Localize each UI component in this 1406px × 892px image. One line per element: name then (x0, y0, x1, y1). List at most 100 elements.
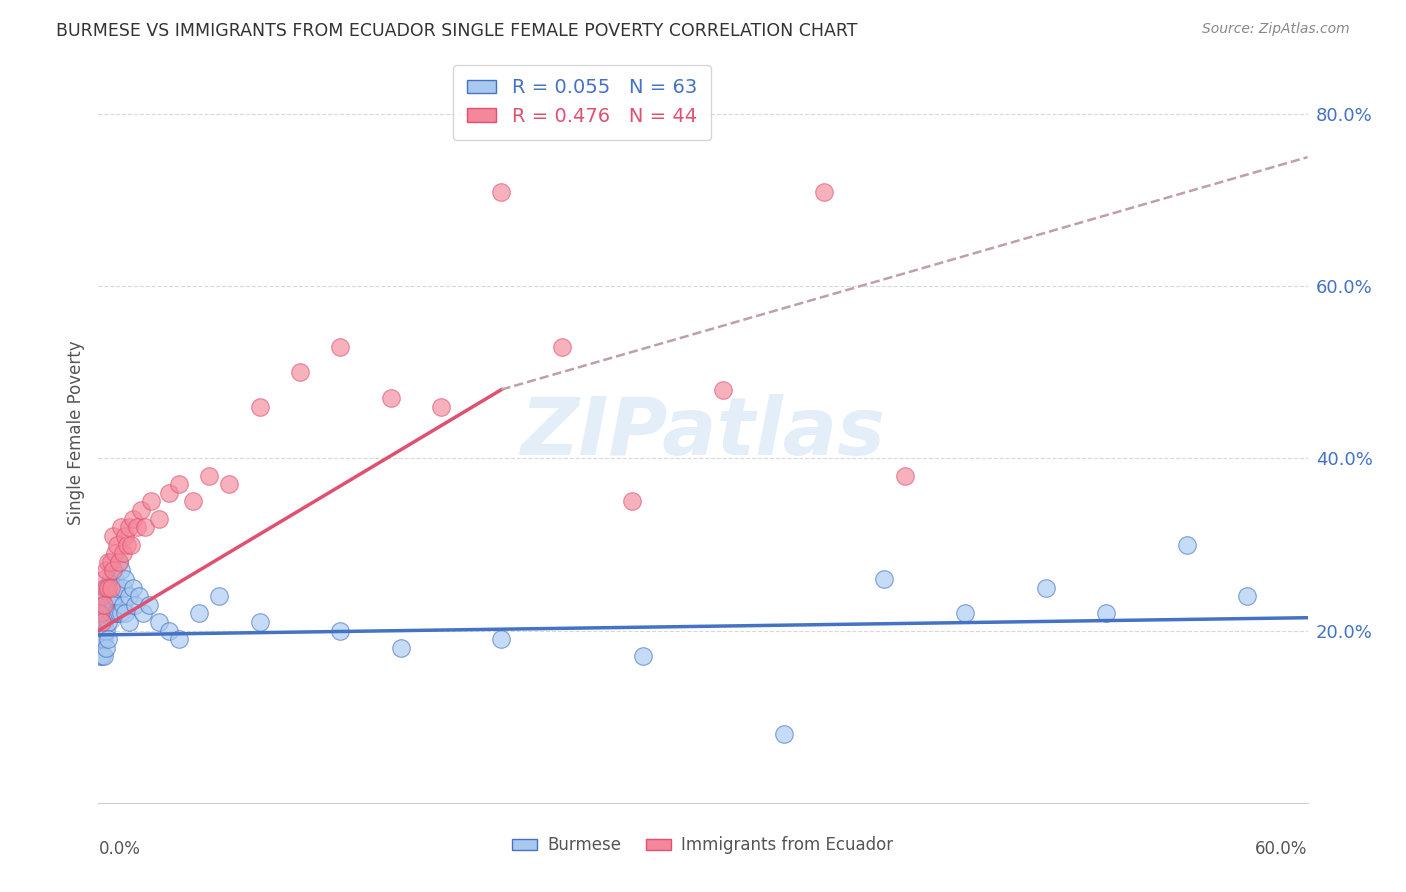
Point (329, 339, 352, 353)
Point (93, 581, 115, 595)
Point (93, 649, 115, 664)
Point (107, 555, 129, 569)
Point (91, 615, 114, 629)
Point (111, 581, 134, 595)
Point (105, 537, 128, 551)
Point (89, 632, 111, 647)
Point (148, 615, 170, 629)
Point (953, 607, 976, 621)
Point (181, 494, 204, 508)
Point (380, 391, 402, 405)
Point (873, 572, 896, 586)
Point (93, 572, 115, 586)
Point (96, 640, 118, 655)
Point (120, 537, 142, 551)
Point (96, 563, 118, 577)
Point (1035, 581, 1057, 595)
Point (91, 598, 114, 612)
Point (115, 537, 138, 551)
Point (167, 477, 190, 491)
Point (621, 494, 644, 508)
Point (389, 640, 412, 655)
Point (110, 520, 132, 534)
Point (218, 477, 240, 491)
Point (631, 649, 654, 664)
Point (118, 615, 141, 629)
Text: BURMESE VS IMMIGRANTS FROM ECUADOR SINGLE FEMALE POVERTY CORRELATION CHART: BURMESE VS IMMIGRANTS FROM ECUADOR SINGL… (56, 22, 858, 40)
Point (124, 598, 146, 612)
Point (100, 607, 122, 621)
Point (711, 383, 734, 397)
Point (103, 589, 125, 603)
Point (97, 632, 120, 647)
Point (100, 555, 122, 569)
Text: Source: ZipAtlas.com: Source: ZipAtlas.com (1202, 22, 1350, 37)
Point (288, 365, 311, 379)
Point (249, 615, 271, 629)
Point (97, 598, 120, 612)
Point (90, 607, 112, 621)
Point (101, 529, 124, 543)
Point (772, 727, 794, 741)
Point (188, 607, 211, 621)
Point (157, 486, 180, 500)
Point (91, 589, 114, 603)
Point (198, 468, 221, 483)
Point (132, 607, 155, 621)
Point (491, 185, 513, 199)
Point (208, 589, 231, 603)
Point (893, 468, 915, 483)
Point (167, 632, 190, 647)
Y-axis label: Single Female Poverty: Single Female Poverty (66, 341, 84, 524)
Point (91, 649, 114, 664)
Point (93, 598, 115, 612)
Point (105, 607, 128, 621)
Point (91, 615, 114, 629)
Point (551, 339, 574, 353)
Point (110, 563, 132, 577)
Point (97, 555, 120, 569)
Point (249, 400, 271, 414)
Point (111, 598, 134, 612)
Point (128, 589, 150, 603)
Point (103, 546, 125, 560)
Point (97, 581, 120, 595)
Point (114, 607, 136, 621)
Point (329, 624, 352, 638)
Point (103, 572, 125, 586)
Point (101, 581, 124, 595)
Point (125, 520, 148, 534)
Point (114, 529, 136, 543)
Point (1175, 537, 1198, 551)
Point (93, 615, 115, 629)
Point (1236, 589, 1258, 603)
Point (89, 649, 111, 664)
Point (114, 572, 136, 586)
Point (148, 512, 170, 526)
Text: 0.0%: 0.0% (98, 840, 141, 858)
Point (813, 185, 835, 199)
Point (93, 598, 115, 612)
Point (111, 546, 134, 560)
Point (134, 520, 156, 534)
Point (100, 581, 122, 595)
Point (129, 503, 152, 517)
Text: 60.0%: 60.0% (1256, 840, 1308, 858)
Point (93, 632, 115, 647)
Point (100, 589, 122, 603)
Point (89, 615, 111, 629)
Point (121, 512, 143, 526)
Text: ZIPatlas: ZIPatlas (520, 393, 886, 472)
Point (89, 607, 111, 621)
Point (121, 581, 143, 595)
Point (139, 494, 162, 508)
Point (1095, 607, 1118, 621)
Point (96, 581, 118, 595)
Point (430, 400, 453, 414)
Point (97, 581, 120, 595)
Point (96, 589, 118, 603)
Point (138, 598, 160, 612)
Point (91, 632, 114, 647)
Point (491, 632, 513, 647)
Point (110, 607, 132, 621)
